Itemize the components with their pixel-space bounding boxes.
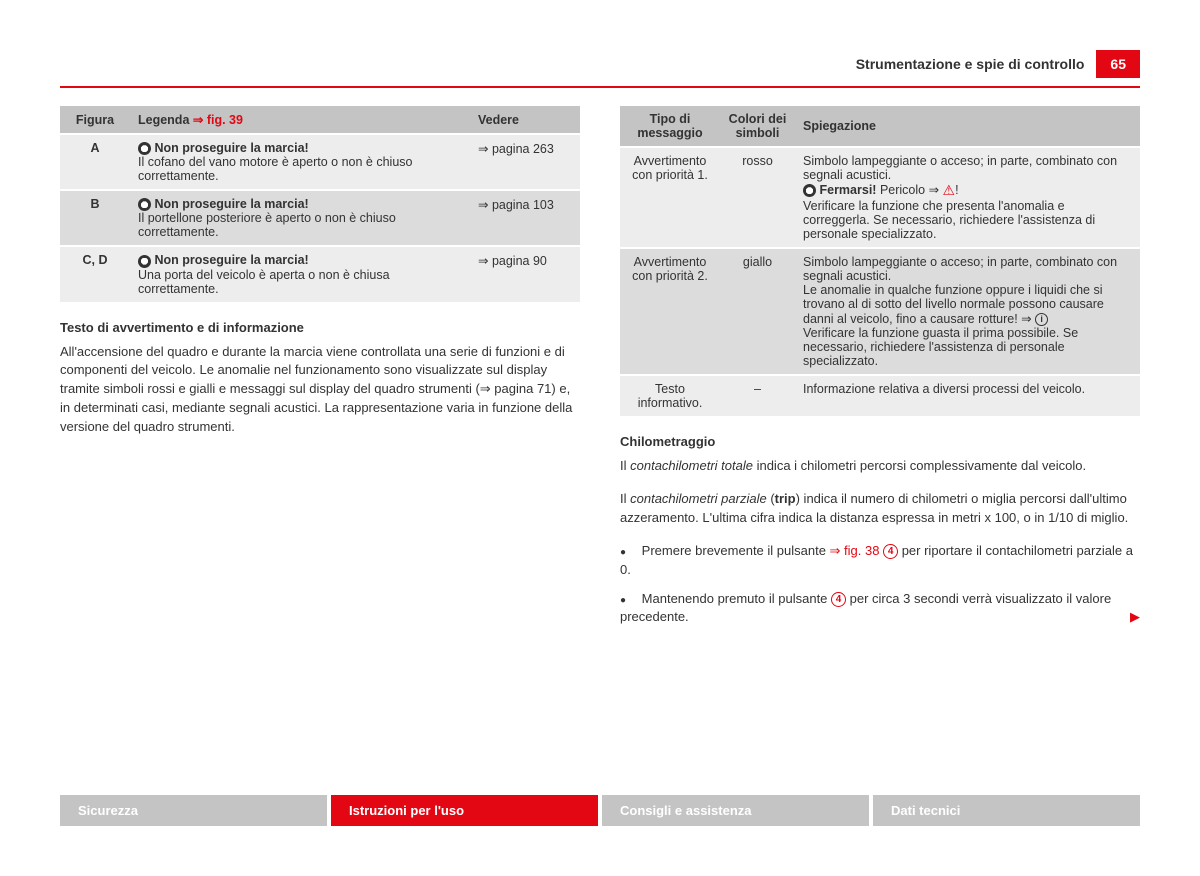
table-row: Avvertimento con priorità 1. rosso Simbo… [620,147,1140,248]
th-legenda: Legenda ⇒ fig. 39 [130,106,470,134]
table-tipo: Tipo di messaggio Colori dei simboli Spi… [620,106,1140,418]
circled-4-icon: 4 [883,544,898,559]
page-number: 65 [1096,50,1140,78]
bullet-2: Mantenendo premuto il pulsante 4 per cir… [620,590,1140,628]
continue-arrow-icon: ▶ [1130,608,1140,627]
type-cell: Avvertimento con priorità 1. [620,147,720,248]
fig-cell: B [60,190,130,246]
th-colori: Colori dei simboli [720,106,795,147]
table-row: B Non proseguire la marcia!Il portellone… [60,190,580,246]
expl-cell: Simbolo lampeggiante o acceso; in parte,… [795,248,1140,375]
th-spieg: Spiegazione [795,106,1140,147]
ref-cell: ⇒ pagina 90 [470,246,580,302]
color-cell: – [720,375,795,417]
section-title-right: Chilometraggio [620,434,1140,449]
th-tipo: Tipo di messaggio [620,106,720,147]
fig-cell: A [60,134,130,190]
legend-cell: Non proseguire la marcia!Il cofano del v… [130,134,470,190]
para-km-total: Il contachilometri totale indica i chilo… [620,457,1140,476]
stop-icon [138,255,151,268]
info-icon: i [1035,313,1048,326]
fig-ref: ⇒ fig. 39 [193,113,243,127]
ref-cell: ⇒ pagina 103 [470,190,580,246]
type-cell: Testo informativo. [620,375,720,417]
th-figura: Figura [60,106,130,134]
bullet-1: Premere brevemente il pulsante ⇒ fig. 38… [620,542,1140,580]
right-column: Tipo di messaggio Colori dei simboli Spi… [620,106,1140,637]
stop-icon [138,142,151,155]
para-km-trip: Il contachilometri parziale (trip) indic… [620,490,1140,528]
ref-cell: ⇒ pagina 263 [470,134,580,190]
tab-dati[interactable]: Dati tecnici [873,795,1140,826]
page-header: Strumentazione e spie di controllo 65 [60,50,1140,88]
table-row: Testo informativo. – Informazione relati… [620,375,1140,417]
tab-consigli[interactable]: Consigli e assistenza [602,795,869,826]
footer-tabs: Sicurezza Istruzioni per l'uso Consigli … [60,795,1140,826]
fig-cell: C, D [60,246,130,302]
warning-triangle-icon: ⚠ [943,182,956,198]
table-row: C, D Non proseguire la marcia!Una porta … [60,246,580,302]
legend-cell: Non proseguire la marcia!Il portellone p… [130,190,470,246]
header-title: Strumentazione e spie di controllo [856,56,1085,72]
expl-cell: Informazione relativa a diversi processi… [795,375,1140,417]
tab-sicurezza[interactable]: Sicurezza [60,795,327,826]
table-row: A Non proseguire la marcia!Il cofano del… [60,134,580,190]
para-left: All'accensione del quadro e durante la m… [60,343,580,437]
stop-icon [138,198,151,211]
color-cell: rosso [720,147,795,248]
table-row: Avvertimento con priorità 2. giallo Simb… [620,248,1140,375]
th-vedere: Vedere [470,106,580,134]
circled-4-icon: 4 [831,592,846,607]
color-cell: giallo [720,248,795,375]
stop-icon [803,184,816,197]
type-cell: Avvertimento con priorità 2. [620,248,720,375]
tab-istruzioni[interactable]: Istruzioni per l'uso [331,795,598,826]
table-figura: Figura Legenda ⇒ fig. 39 Vedere A Non pr… [60,106,580,304]
legend-cell: Non proseguire la marcia!Una porta del v… [130,246,470,302]
section-title-left: Testo di avvertimento e di informazione [60,320,580,335]
left-column: Figura Legenda ⇒ fig. 39 Vedere A Non pr… [60,106,580,637]
expl-cell: Simbolo lampeggiante o acceso; in parte,… [795,147,1140,248]
